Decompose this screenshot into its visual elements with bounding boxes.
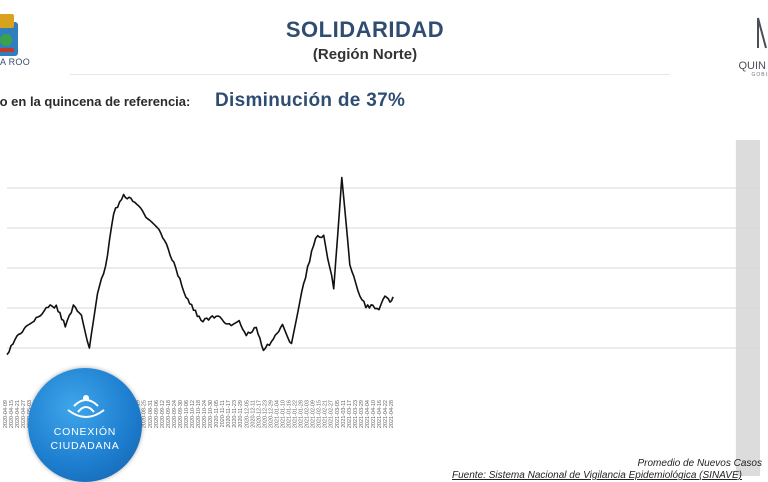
x-tick-label: 2021-02-27 [329,400,335,428]
chart-title: SOLIDARIDAD [285,17,445,42]
x-tick-label: 2020-04-09 [3,400,9,428]
x-tick-label: 2021-03-17 [347,400,353,428]
x-tick-label: 2020-09-24 [172,400,178,428]
x-tick-label: 2020-09-12 [160,400,166,428]
hands-globe-icon [67,395,105,418]
x-tick-label: 2021-04-28 [389,400,395,428]
x-tick-label: 2021-04-22 [383,400,389,428]
x-tick-label: 2020-04-27 [21,400,27,428]
x-tick-label: 2021-02-21 [323,400,329,428]
series-note: Promedio de Nuevos Casos [637,458,762,469]
x-tick-label: 2020-12-29 [268,400,274,428]
x-tick-label: 2020-11-29 [238,400,244,428]
reference-label: io en la quincena de referencia: [0,94,191,109]
x-tick-label: 2021-04-16 [377,400,383,428]
x-tick-label: 2020-10-24 [202,400,208,428]
x-tick-label: 2020-08-25 [142,400,148,428]
x-tick-label: 2020-04-15 [9,400,15,428]
conexion-ciudadana-badge: CONEXIÓN CIUDADANA [28,368,142,482]
x-tick-label: 2020-11-05 [214,400,220,428]
state-logo-icon [0,14,18,56]
x-tick-label: 2021-02-03 [305,400,311,428]
x-tick-label: 2020-11-17 [226,400,232,428]
government-logo-text: QUIN [738,60,767,72]
x-tick-label: 2020-10-30 [208,400,214,428]
badge-line-1: CONEXIÓN [53,426,117,438]
x-tick-label: 2021-02-09 [311,400,317,428]
x-tick-label: 2021-01-22 [293,400,299,428]
state-logo-text: A ROO [0,57,31,67]
government-logo-subtext: GOBI [751,72,768,78]
x-tick-label: 2020-08-31 [148,400,154,428]
x-tick-label: 2021-01-28 [299,400,305,428]
x-tick-label: 2021-01-04 [274,400,280,428]
x-tick-label: 2020-12-11 [250,400,256,428]
x-tick-label: 2021-03-11 [341,400,347,428]
x-tick-label: 2021-03-29 [359,400,365,428]
header-divider [70,74,670,75]
x-tick-label: 2021-01-16 [287,400,293,428]
x-tick-label: 2020-12-23 [262,400,268,428]
x-tick-label: 2020-04-21 [15,400,21,428]
x-tick-label: 2021-03-23 [353,400,359,428]
badge-line-2: CIUDADANA [50,440,120,452]
reference-value: Disminución de 37% [215,90,406,111]
x-tick-label: 2020-10-12 [190,400,196,428]
x-tick-label: 2020-12-17 [256,400,262,428]
x-tick-label: 2020-09-18 [166,400,172,428]
x-tick-label: 2020-10-06 [184,400,190,428]
x-tick-label: 2021-03-05 [335,400,341,428]
series-line [6,176,394,356]
x-tick-label: 2021-04-10 [371,400,377,428]
x-tick-label: 2020-09-06 [154,400,160,428]
x-tick-label: 2021-02-15 [317,400,323,428]
x-tick-label: 2020-10-18 [196,400,202,428]
x-tick-label: 2020-09-30 [178,400,184,428]
chart-subtitle: (Región Norte) [312,46,418,63]
x-tick-label: 2021-01-10 [280,400,286,428]
x-tick-label: 2020-11-23 [232,400,238,428]
x-tick-label: 2021-04-04 [365,400,371,428]
x-tick-label: 2020-11-11 [220,400,226,427]
government-logo-icon [757,17,767,49]
x-tick-label: 2020-12-05 [244,400,250,428]
